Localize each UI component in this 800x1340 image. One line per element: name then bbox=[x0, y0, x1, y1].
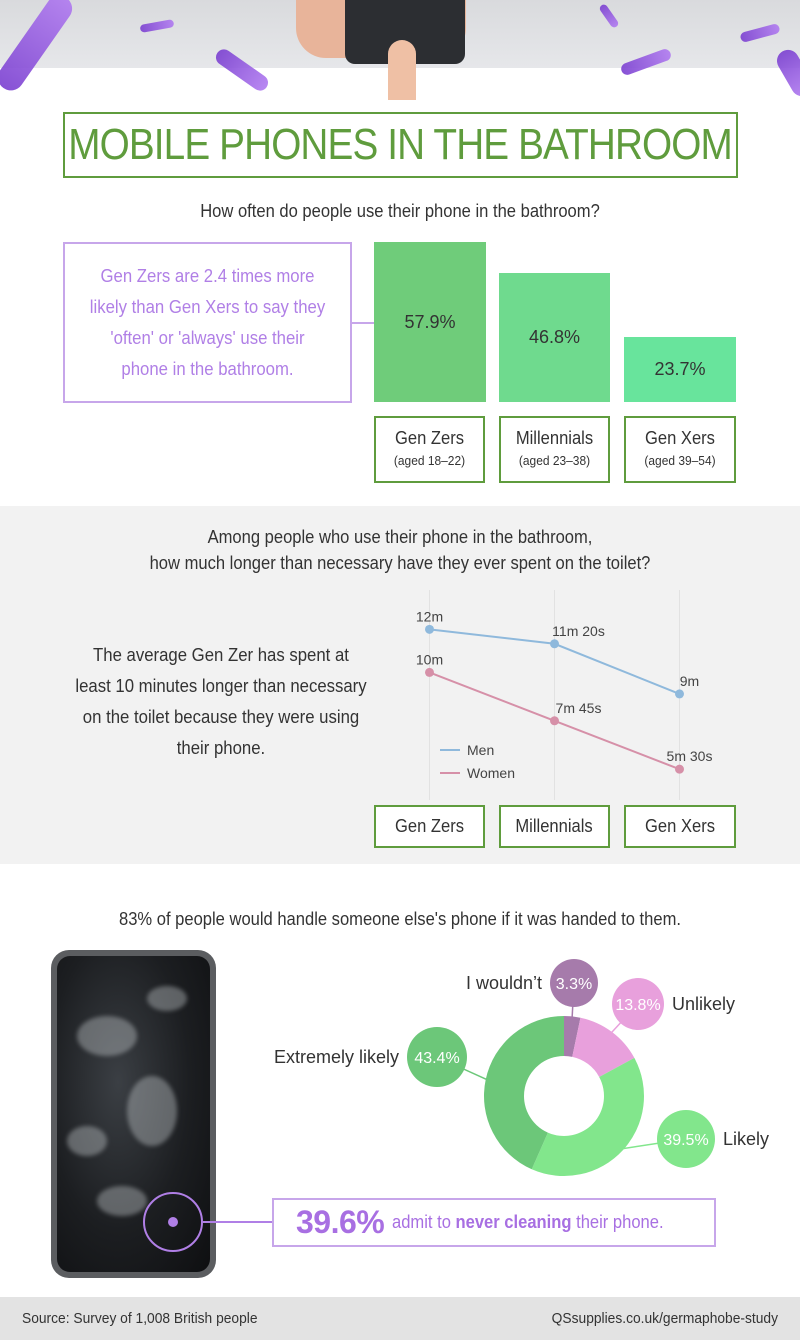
never-cleaning-text: admit to never cleaning their phone. bbox=[392, 1212, 664, 1233]
section2-question-line1: Among people who use their phone in the … bbox=[207, 527, 593, 547]
category-label: Millennials bbox=[515, 428, 594, 448]
germ-highlight-dot bbox=[168, 1217, 178, 1227]
donut-slice bbox=[484, 1016, 564, 1170]
legend-label: Men bbox=[467, 742, 494, 758]
slice-bubble bbox=[407, 1027, 467, 1087]
category-label: Gen Xers bbox=[645, 816, 715, 836]
footer: Source: Survey of 1,008 British people Q… bbox=[0, 1297, 800, 1340]
category-sublabel: (aged 23–38) bbox=[518, 453, 591, 468]
bar-gen-zers: 57.9% bbox=[374, 242, 486, 402]
footer-url: QSsupplies.co.uk/germaphobe-study bbox=[551, 1310, 778, 1327]
never-cleaning-pre: admit to bbox=[392, 1212, 456, 1232]
title-box: MOBILE PHONES IN THE BATHROOM bbox=[63, 112, 738, 178]
data-label: 10m bbox=[416, 651, 443, 667]
donut-slice bbox=[531, 1057, 644, 1176]
slice-label: I wouldn’t bbox=[466, 973, 542, 993]
bar-value-gen-xers: 23.7% bbox=[654, 358, 706, 379]
data-label: 12m bbox=[416, 608, 443, 624]
data-point bbox=[675, 689, 684, 699]
bar-category-millennials: Millennials (aged 23–38) bbox=[499, 416, 610, 483]
data-point bbox=[550, 639, 559, 649]
smudge bbox=[67, 1126, 107, 1156]
page-title: MOBILE PHONES IN THE BATHROOM bbox=[68, 120, 734, 169]
finger-illustration bbox=[388, 40, 416, 100]
gen-z-statement: The average Gen Zer has spent at least 1… bbox=[75, 645, 367, 758]
category-label: Gen Xers bbox=[645, 428, 715, 448]
data-point bbox=[675, 764, 684, 774]
germ-highlight-connector bbox=[203, 1221, 273, 1223]
gen-z-callout: Gen Zers are 2.4 times more likely than … bbox=[63, 242, 352, 403]
dirty-phone-image bbox=[51, 950, 216, 1278]
line-category-millennials: Millennials bbox=[499, 805, 610, 848]
never-cleaning-callout: 39.6% admit to never cleaning their phon… bbox=[272, 1198, 716, 1247]
data-point bbox=[550, 716, 559, 726]
smudge bbox=[127, 1076, 177, 1146]
donut-chart: 3.3% I wouldn’t 13.8% Unlikely 39.5% Likely 43… bbox=[274, 959, 769, 1176]
donut-slice bbox=[564, 1016, 581, 1057]
data-label: 11m 20s bbox=[552, 623, 605, 639]
slice-value: 39.5% bbox=[663, 1132, 708, 1149]
bar-category-gen-xers: Gen Xers (aged 39–54) bbox=[624, 416, 736, 483]
line-category-gen-xers: Gen Xers bbox=[624, 805, 736, 848]
bar-gen-xers: 23.7% bbox=[624, 336, 736, 402]
slice-value: 13.8% bbox=[615, 997, 660, 1014]
footer-source: Source: Survey of 1,008 British people bbox=[22, 1310, 258, 1327]
never-cleaning-post: their phone. bbox=[571, 1212, 664, 1232]
line-chart: 12m 11m 20s 9m 10m 7m 45s 5m 30s Men Women bbox=[416, 590, 713, 800]
line-category-gen-zers: Gen Zers bbox=[374, 805, 485, 848]
slice-value: 3.3% bbox=[556, 976, 592, 993]
smudge bbox=[97, 1186, 147, 1216]
category-label: Gen Zers bbox=[394, 428, 465, 448]
section2-question: Among people who use their phone in the … bbox=[32, 524, 768, 576]
hero-image bbox=[0, 0, 800, 100]
slice-bubble bbox=[612, 978, 664, 1030]
category-label: Millennials bbox=[515, 816, 594, 836]
smudge bbox=[77, 1016, 137, 1056]
data-point bbox=[425, 624, 434, 634]
section2-question-line2: how much longer than necessary have they… bbox=[149, 553, 651, 573]
never-cleaning-percentage: 39.6% bbox=[296, 1204, 385, 1240]
slice-label: Unlikely bbox=[672, 994, 735, 1014]
category-sublabel: (aged 18–22) bbox=[393, 453, 466, 468]
data-point bbox=[425, 667, 434, 677]
legend-label: Women bbox=[467, 765, 515, 781]
section2-background bbox=[0, 506, 800, 864]
bar-millennials: 46.8% bbox=[499, 272, 610, 402]
never-cleaning-bold: never cleaning bbox=[455, 1212, 572, 1232]
category-sublabel: (aged 39–54) bbox=[644, 453, 716, 468]
slice-value: 43.4% bbox=[414, 1050, 459, 1067]
slice-label: Likely bbox=[723, 1129, 769, 1149]
slice-bubble bbox=[657, 1110, 715, 1168]
slice-label: Extremely likely bbox=[274, 1047, 399, 1067]
germ-highlight-ring bbox=[143, 1192, 203, 1252]
smudge bbox=[147, 986, 187, 1011]
gen-z-callout-text: Gen Zers are 2.4 times more likely than … bbox=[89, 265, 326, 379]
data-label: 9m bbox=[680, 673, 699, 689]
section3-question: 83% of people would handle someone else'… bbox=[118, 909, 681, 929]
callout-connector bbox=[352, 322, 374, 324]
bar-value-millennials: 46.8% bbox=[528, 326, 581, 347]
bar-value-gen-zers: 57.9% bbox=[404, 311, 456, 332]
category-label: Gen Zers bbox=[394, 816, 465, 836]
donut-slice bbox=[572, 1017, 635, 1077]
slice-bubble bbox=[550, 959, 598, 1007]
data-label: 5m 30s bbox=[667, 748, 713, 764]
data-label: 7m 45s bbox=[556, 700, 602, 716]
bar-category-gen-zers: Gen Zers (aged 18–22) bbox=[374, 416, 485, 483]
section1-question: How often do people use their phone in t… bbox=[200, 201, 600, 221]
